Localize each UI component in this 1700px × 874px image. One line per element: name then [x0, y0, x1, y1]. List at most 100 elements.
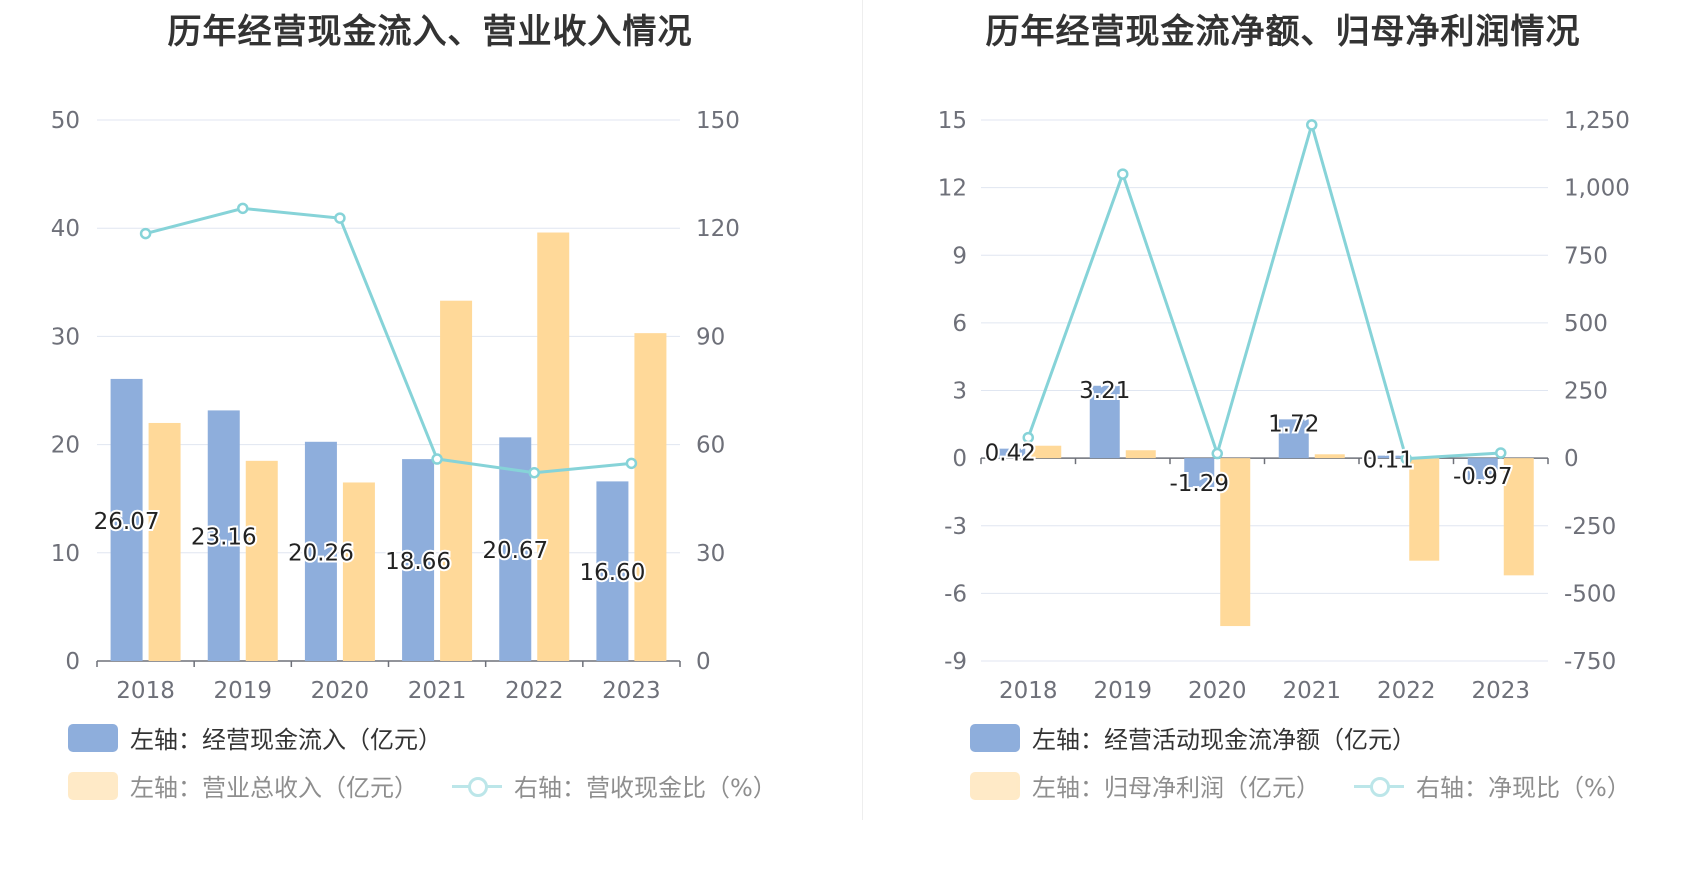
y-axis-right-tick-label: 150	[696, 108, 740, 134]
y-axis-right-tick-label: -500	[1564, 581, 1616, 607]
x-axis-tick-label: 2022	[1377, 678, 1436, 704]
legend-swatch	[68, 723, 118, 752]
x-axis-tick-label: 2020	[1188, 678, 1247, 704]
bar-series-1	[596, 481, 629, 661]
bar-data-label: -1.29	[1169, 471, 1229, 497]
line-series	[145, 206, 632, 475]
legend-swatch	[970, 723, 1020, 752]
bar-data-label: 16.60	[579, 560, 645, 586]
y-axis-left-tick-label: 9	[952, 243, 967, 269]
y-axis-right-tick-label: -250	[1564, 514, 1616, 540]
legend-swatch	[970, 771, 1020, 800]
y-axis-left-tick-label: 3	[952, 379, 967, 405]
bar-series-2	[1503, 458, 1534, 576]
x-axis-tick-label: 2018	[999, 678, 1058, 704]
legend-item-net-profit[interactable]: 左轴：归母净利润（亿元）	[970, 768, 1320, 803]
line-point	[431, 453, 443, 465]
bar-series-2	[342, 482, 375, 661]
y-axis-right-tick-label: 750	[1564, 243, 1608, 269]
line-point	[139, 227, 152, 240]
legend-row-2: 左轴：归母净利润（亿元） 右轴：净现比（%）	[970, 768, 1665, 803]
line-point	[1022, 431, 1034, 444]
legend-item-revenue-cash-ratio[interactable]: 右轴：营收现金比（%）	[452, 768, 777, 803]
line-point	[625, 457, 638, 470]
legend-item-net-operating-cash[interactable]: 左轴：经营活动现金流净额（亿元）	[970, 720, 1416, 755]
legend-swatch	[68, 771, 118, 800]
line-point	[1495, 447, 1507, 459]
legend-row-2: 左轴：营业总收入（亿元） 右轴：营收现金比（%）	[68, 768, 811, 803]
line-series	[1026, 119, 1501, 461]
bar-series-2	[1409, 458, 1440, 561]
x-axis-tick-label: 2019	[1093, 678, 1152, 704]
legend-label: 左轴：经营现金流入（亿元）	[130, 726, 442, 754]
line-point	[1117, 168, 1129, 180]
legend-row-1: 左轴：经营活动现金流净额（亿元）	[970, 720, 1450, 755]
y-axis-left-tick-label: -6	[944, 581, 967, 607]
bar-series-2	[537, 232, 570, 661]
bar-data-label: 20.67	[482, 538, 548, 564]
x-axis-tick-label: 2023	[602, 678, 661, 704]
y-axis-right-tick-label: 0	[1564, 446, 1579, 472]
bar-series-2	[1031, 445, 1062, 459]
panel-divider	[862, 0, 863, 820]
x-axis-tick-label: 2022	[505, 678, 564, 704]
bar-data-label: 0.11	[1363, 448, 1414, 474]
bar-series-1	[499, 437, 532, 661]
x-axis-tick-label: 2020	[311, 678, 370, 704]
chart-plot-area: -9 -750 -6 -500 -3 -250 0 0 3 250 6 500 9 750 12 1,000 1…	[938, 108, 1630, 704]
y-axis-left-tick-label: -9	[944, 649, 967, 675]
bar-data-label: -0.97	[1453, 464, 1513, 490]
y-axis-left-tick-label: 10	[51, 541, 80, 567]
y-axis-right-tick-label: 1,000	[1564, 176, 1630, 202]
legend-row-1: 左轴：经营现金流入（亿元）	[68, 720, 476, 755]
y-axis-left-tick-label: 12	[938, 176, 967, 202]
line-point	[237, 202, 249, 215]
bar-series-2	[1314, 454, 1345, 459]
bar-series-1	[1089, 385, 1120, 459]
y-axis-right-tick-label: 120	[696, 216, 740, 242]
y-axis-right-tick-label: 250	[1564, 379, 1608, 405]
bar-data-label: 18.66	[385, 549, 451, 575]
y-axis-left-tick-label: -3	[944, 514, 967, 540]
bar-series-2	[1220, 458, 1251, 627]
legend-label: 右轴：净现比（%）	[1416, 774, 1631, 802]
chart-plot-area: 0 0 10 30 20 60 30 90 40 120 50 150 2018 2019 2020 2021…	[51, 108, 740, 704]
y-axis-left-tick-label: 0	[65, 649, 80, 675]
bar-series-1	[110, 378, 143, 661]
bar-data-label: 26.07	[94, 509, 160, 535]
x-axis-tick-label: 2019	[213, 678, 272, 704]
bar-series-1	[207, 410, 240, 661]
legend-item-cash-inflow[interactable]: 左轴：经营现金流入（亿元）	[68, 720, 442, 755]
bar-series-2	[245, 460, 278, 661]
legend-item-net-cash-ratio[interactable]: 右轴：净现比（%）	[1354, 768, 1631, 803]
bar-series-1	[995, 448, 1026, 459]
y-axis-right-tick-label: 30	[696, 541, 725, 567]
x-axis-tick-label: 2021	[1282, 678, 1341, 704]
bar-series-1	[402, 459, 435, 661]
y-axis-left-tick-label: 6	[952, 311, 967, 337]
y-axis-right-tick-label: 500	[1564, 311, 1608, 337]
y-axis-right-tick-label: -750	[1564, 649, 1616, 675]
bar-series-1	[1373, 455, 1404, 459]
bar-data-label: 20.26	[288, 540, 354, 566]
y-axis-right-tick-label: 90	[696, 324, 725, 350]
y-axis-left-tick-label: 50	[51, 108, 80, 134]
y-axis-left-tick-label: 20	[51, 433, 80, 459]
chart-panel-cash-inflow-revenue: 历年经营现金流入、营业收入情况 0 0 10 30 20 60 30 90 40 120 50 150…	[51, 12, 811, 803]
line-point	[1211, 447, 1223, 460]
x-axis-tick-label: 2021	[408, 678, 467, 704]
y-axis-left-tick-label: 15	[938, 108, 967, 134]
bar-series-1	[1184, 458, 1215, 488]
chart-panel-net-cash-profit: 历年经营现金流净额、归母净利润情况 -9 -750 -6 -500 -3 -250 0 0 3 2…	[866, 0, 1700, 874]
y-axis-right-tick-label: 60	[696, 433, 725, 459]
legend-item-revenue[interactable]: 左轴：营业总收入（亿元）	[68, 768, 418, 803]
x-axis-tick-label: 2018	[116, 678, 175, 704]
chart-title: 历年经营现金流入、营业收入情况	[167, 12, 693, 52]
legend-label: 左轴：营业总收入（亿元）	[130, 774, 418, 802]
x-axis-tick-label: 2023	[1471, 678, 1530, 704]
bar-data-label: 23.16	[191, 525, 257, 551]
y-axis-left-tick-label: 0	[952, 446, 967, 472]
y-axis-right-tick-label: 0	[696, 649, 711, 675]
bar-series-2	[440, 300, 473, 661]
legend-line-marker-icon	[452, 772, 502, 800]
